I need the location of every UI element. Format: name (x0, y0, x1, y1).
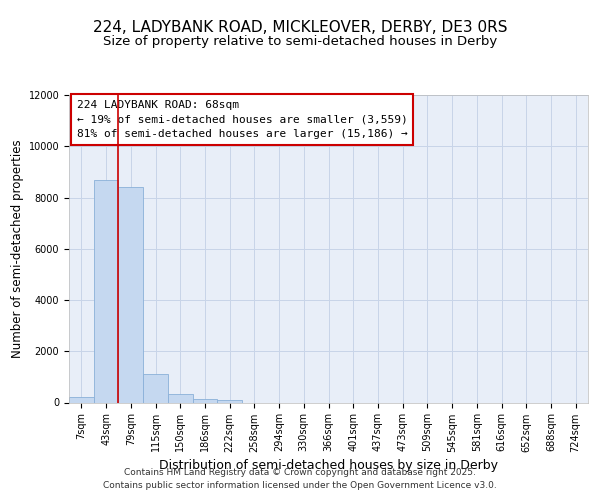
Bar (168, 394, 193, 402)
Bar (118, 187, 143, 402)
Text: 224 LADYBANK ROAD: 68sqm
← 19% of semi-detached houses are smaller (3,559)
81% o: 224 LADYBANK ROAD: 68sqm ← 19% of semi-d… (77, 100, 407, 139)
Text: Contains public sector information licensed under the Open Government Licence v3: Contains public sector information licen… (103, 480, 497, 490)
Text: 224, LADYBANK ROAD, MICKLEOVER, DERBY, DE3 0RS: 224, LADYBANK ROAD, MICKLEOVER, DERBY, D… (93, 20, 507, 35)
Bar (143, 374, 168, 402)
Text: Contains HM Land Registry data © Crown copyright and database right 2025.: Contains HM Land Registry data © Crown c… (124, 468, 476, 477)
Bar (94, 180, 118, 402)
Text: Size of property relative to semi-detached houses in Derby: Size of property relative to semi-detach… (103, 35, 497, 48)
X-axis label: Distribution of semi-detached houses by size in Derby: Distribution of semi-detached houses by … (159, 458, 498, 471)
Bar (217, 400, 242, 402)
Bar (69, 398, 94, 402)
Y-axis label: Number of semi-detached properties: Number of semi-detached properties (11, 140, 25, 358)
Bar (193, 398, 217, 402)
